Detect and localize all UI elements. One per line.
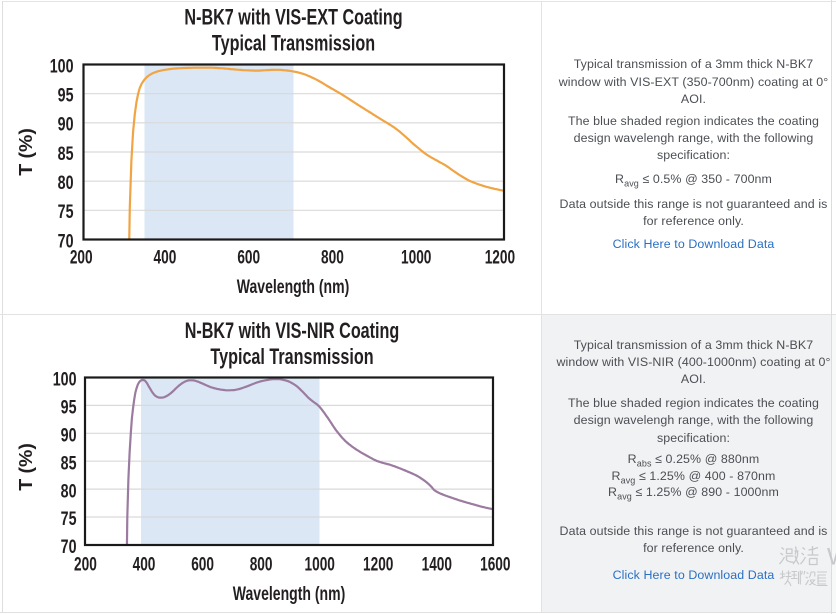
- svg-text:70: 70: [61, 536, 77, 558]
- svg-text:1000: 1000: [305, 553, 335, 575]
- svg-text:T (%): T (%): [16, 128, 36, 176]
- svg-text:400: 400: [154, 246, 177, 268]
- svg-text:100: 100: [50, 55, 74, 77]
- svg-text:Wavelength (nm): Wavelength (nm): [237, 276, 350, 298]
- svg-text:80: 80: [61, 480, 77, 502]
- svg-text:800: 800: [250, 553, 273, 575]
- svg-text:N-BK7 with VIS-EXT Coating: N-BK7 with VIS-EXT Coating: [184, 6, 402, 30]
- svg-text:85: 85: [58, 143, 74, 165]
- svg-text:W: W: [827, 544, 836, 571]
- svg-text:70: 70: [58, 230, 74, 252]
- svg-text:80: 80: [58, 172, 74, 194]
- svg-text:Typical Transmission: Typical Transmission: [210, 346, 373, 370]
- svg-text:Wavelength (nm): Wavelength (nm): [233, 583, 346, 605]
- svg-text:1200: 1200: [363, 553, 393, 575]
- svg-text:Typical Transmission: Typical Transmission: [212, 32, 375, 56]
- svg-text:600: 600: [237, 246, 260, 268]
- svg-text:95: 95: [61, 396, 77, 418]
- svg-text:200: 200: [74, 553, 97, 575]
- svg-text:1000: 1000: [401, 246, 431, 268]
- svg-text:90: 90: [61, 424, 77, 446]
- svg-text:400: 400: [133, 553, 156, 575]
- svg-text:1200: 1200: [485, 246, 515, 268]
- svg-text:95: 95: [58, 84, 74, 106]
- svg-text:100: 100: [53, 369, 77, 391]
- svg-text:800: 800: [321, 246, 344, 268]
- svg-text:200: 200: [70, 246, 93, 268]
- svg-text:85: 85: [61, 452, 77, 474]
- svg-text:75: 75: [58, 201, 74, 223]
- svg-text:90: 90: [58, 114, 74, 136]
- svg-text:1600: 1600: [480, 553, 510, 575]
- svg-text:1400: 1400: [422, 553, 452, 575]
- svg-text:T (%): T (%): [16, 443, 36, 491]
- svg-text:600: 600: [191, 553, 214, 575]
- svg-text:N-BK7 with VIS-NIR Coating: N-BK7 with VIS-NIR Coating: [185, 320, 400, 344]
- svg-text:75: 75: [61, 508, 77, 530]
